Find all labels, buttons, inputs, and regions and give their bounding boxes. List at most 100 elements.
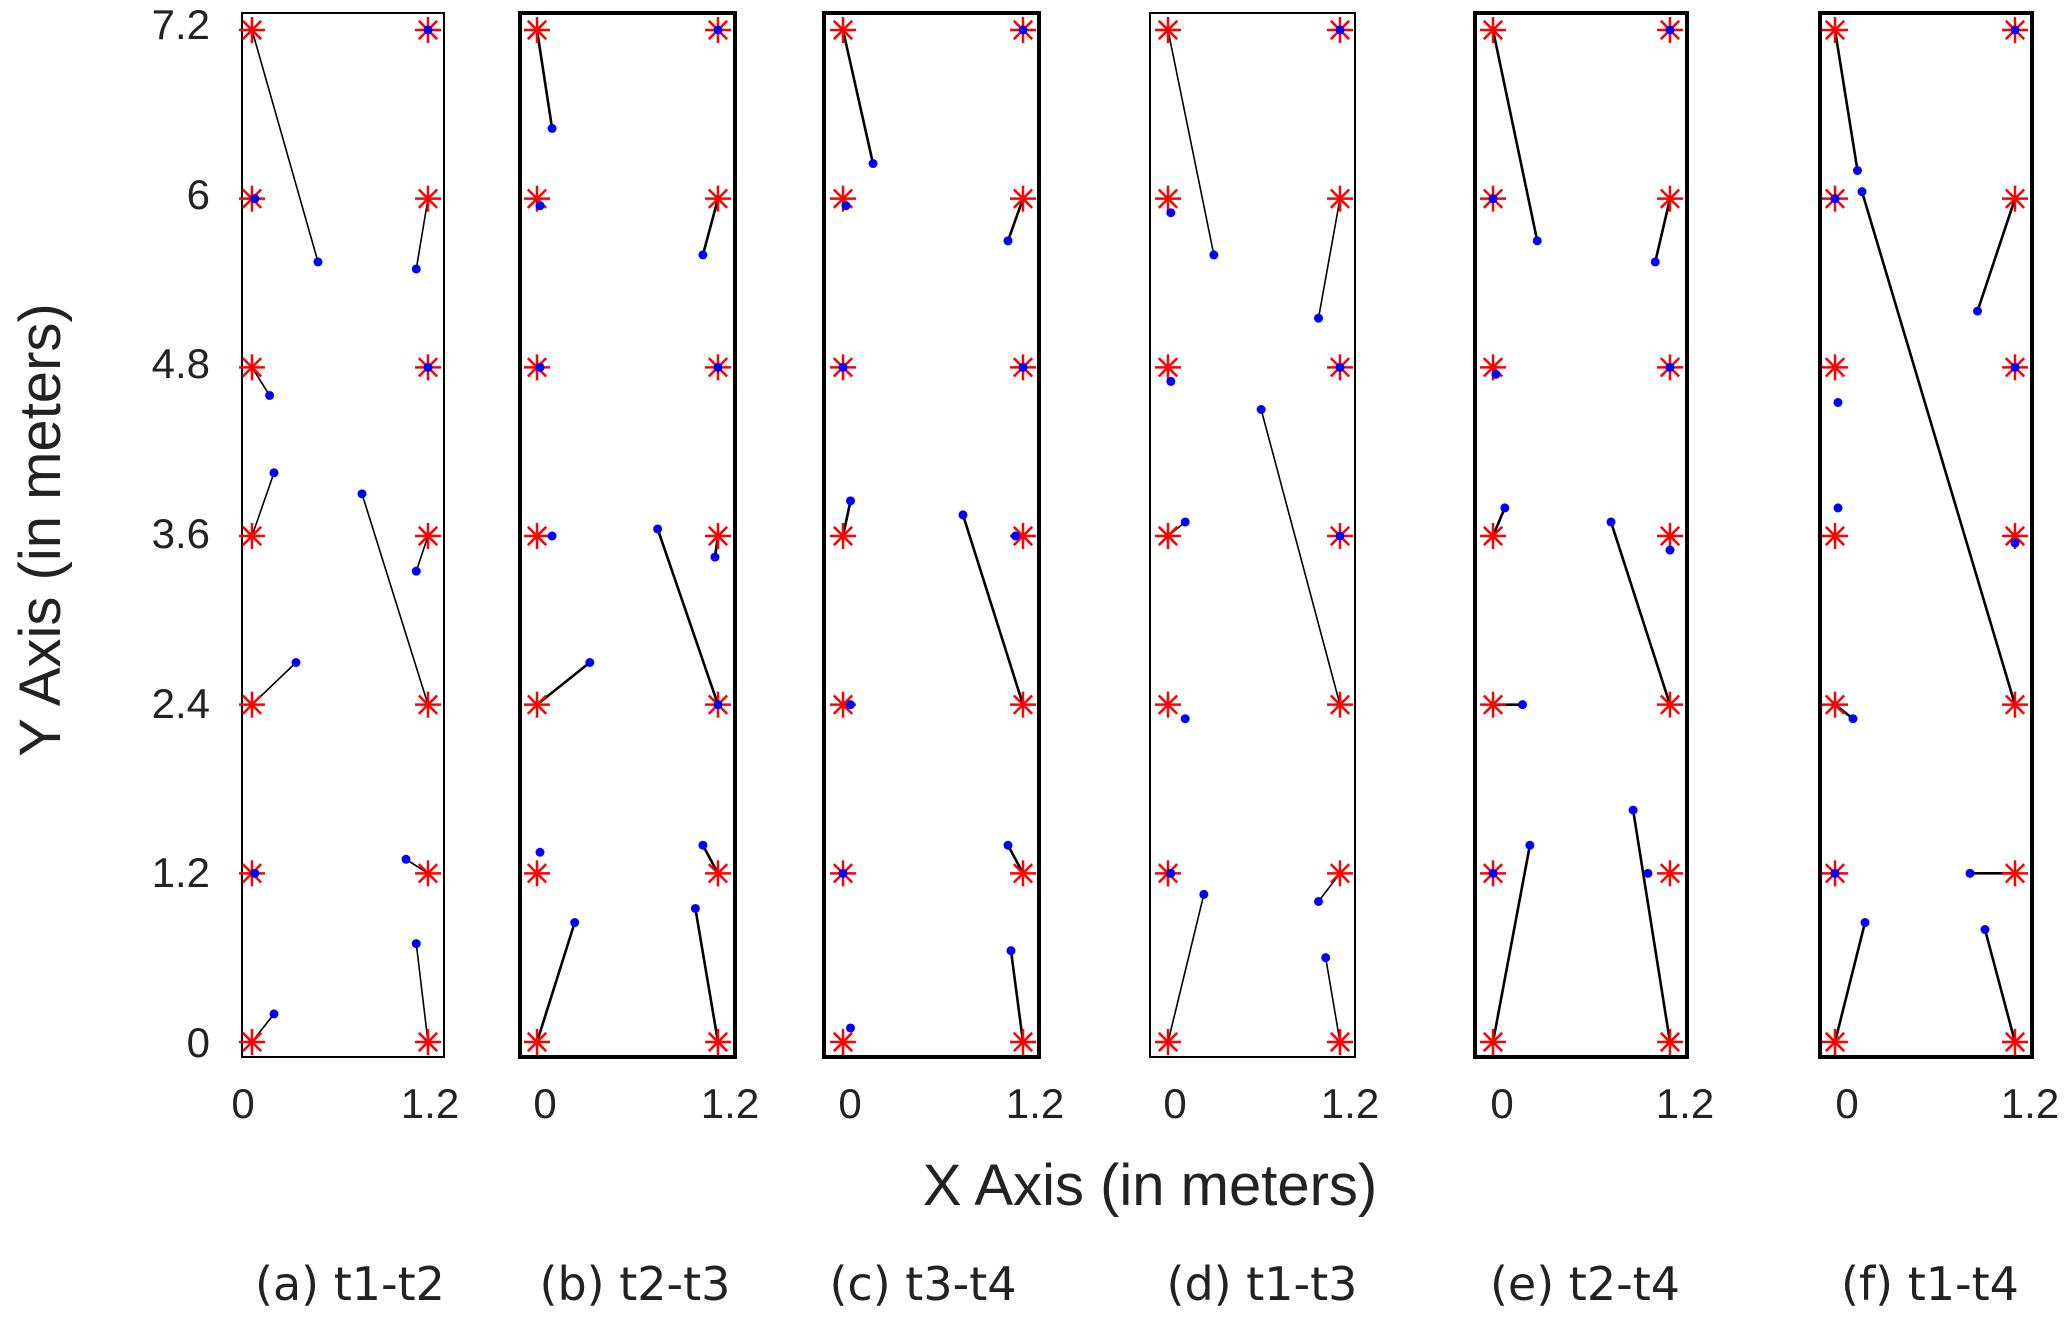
estimate-point — [1256, 405, 1266, 414]
chart-marks — [239, 17, 2028, 1055]
estimate-point — [713, 700, 723, 710]
estimate-point — [535, 362, 545, 372]
estimate-point — [1488, 194, 1498, 204]
x-tick-label: 1.2 — [1321, 1080, 1379, 1127]
reference-marker-stroke — [832, 525, 854, 547]
reference-marker — [1657, 691, 1683, 718]
error-line — [1631, 809, 1672, 1043]
estimate-point — [838, 362, 848, 372]
estimate-point — [1335, 362, 1345, 372]
reference-marker-stroke — [1012, 694, 1034, 715]
reference-marker-stroke — [1012, 188, 1034, 209]
error-line — [1653, 198, 1672, 263]
reference-marker-stroke — [2004, 525, 2026, 547]
error-line — [251, 472, 275, 537]
reference-marker — [239, 691, 265, 718]
reference-marker — [1010, 691, 1036, 718]
estimate-point — [411, 939, 421, 949]
estimate-point — [1180, 714, 1190, 724]
error-line — [1976, 198, 2017, 312]
error-line — [251, 29, 319, 263]
x-axis-label: X Axis (in meters) — [923, 1153, 1377, 1218]
estimate-point — [1488, 868, 1498, 878]
error-line — [1167, 29, 1215, 256]
reference-marker — [1010, 185, 1036, 212]
reference-marker-stroke — [1659, 1031, 1681, 1053]
reference-marker-stroke — [1157, 357, 1179, 378]
reference-marker-stroke — [707, 863, 729, 884]
panel-a-marks — [239, 17, 441, 1055]
estimate-point — [411, 566, 421, 576]
reference-marker — [2002, 691, 2028, 718]
reference-marker-stroke — [832, 188, 854, 209]
panel-d-marks — [1155, 17, 1353, 1055]
y-tick-label: 3.6 — [152, 510, 210, 557]
error-line — [1167, 894, 1205, 1043]
reference-marker-stroke — [1824, 1031, 1846, 1053]
reference-marker — [524, 523, 550, 549]
reference-marker-stroke — [1482, 1031, 1504, 1053]
reference-marker-stroke — [1329, 863, 1351, 884]
estimate-point — [423, 362, 433, 372]
estimate-point — [1166, 868, 1176, 878]
reference-marker-stroke — [241, 694, 263, 715]
x-tick-label: 0 — [533, 1080, 556, 1127]
reference-marker-stroke — [526, 863, 548, 884]
estimate-point — [250, 868, 260, 878]
reference-marker-stroke — [1012, 863, 1034, 884]
reference-marker — [239, 523, 265, 549]
reference-marker-stroke — [2004, 1031, 2026, 1053]
reference-marker-stroke — [2004, 863, 2026, 884]
error-line — [701, 198, 720, 256]
reference-marker-stroke — [241, 1031, 263, 1053]
x-tick-label: 0 — [1490, 1080, 1513, 1127]
estimate-point — [1491, 369, 1501, 379]
x-tick-label: 1.2 — [1656, 1080, 1714, 1127]
error-line — [1324, 957, 1341, 1043]
estimate-point — [698, 250, 708, 260]
estimate-point — [1857, 187, 1867, 197]
x-tick-labels: 0 1.2 0 1.2 0 1.2 0 1.2 0 1.2 0 1.2 — [231, 1080, 2059, 1127]
reference-marker-stroke — [1157, 188, 1179, 209]
reference-marker — [524, 1029, 550, 1055]
panel-c-marks — [830, 17, 1036, 1055]
reference-marker-stroke — [1824, 357, 1846, 378]
error-line — [961, 514, 1025, 706]
error-line — [535, 29, 554, 129]
reference-marker — [1155, 523, 1181, 549]
estimate-point — [1321, 953, 1331, 963]
y-tick-label: 0 — [187, 1019, 210, 1066]
estimate-point — [2010, 538, 2020, 548]
reference-marker — [239, 1029, 265, 1055]
reference-marker — [1657, 860, 1683, 887]
y-tick-label: 6 — [187, 171, 210, 218]
estimate-point — [250, 194, 260, 204]
panel-e-marks — [1480, 17, 1683, 1055]
reference-marker-stroke — [1482, 694, 1504, 715]
estimate-point — [535, 201, 545, 211]
reference-marker-stroke — [526, 525, 548, 547]
estimate-point — [570, 918, 580, 928]
reference-marker-stroke — [417, 188, 439, 209]
error-line — [1260, 409, 1341, 705]
estimate-point — [868, 159, 878, 169]
x-tick-label: 0 — [231, 1080, 254, 1127]
reference-marker-stroke — [2004, 188, 2026, 209]
error-line — [1491, 507, 1506, 537]
reference-marker-stroke — [1157, 525, 1179, 547]
estimate-point — [1518, 700, 1527, 710]
error-line — [1006, 844, 1025, 874]
y-axis-label: Y Axis (in meters) — [8, 303, 73, 756]
reference-marker-stroke — [1659, 694, 1681, 715]
reference-marker — [1155, 17, 1181, 43]
reference-marker — [415, 523, 441, 549]
estimate-point — [1166, 376, 1176, 386]
reference-marker — [1822, 17, 1848, 43]
reference-marker — [705, 185, 731, 212]
estimate-point — [1500, 503, 1510, 513]
reference-marker — [415, 860, 441, 887]
reference-marker — [1155, 354, 1181, 381]
x-tick-label: 1.2 — [1006, 1080, 1064, 1127]
reference-marker — [239, 17, 265, 43]
error-line — [415, 535, 429, 572]
